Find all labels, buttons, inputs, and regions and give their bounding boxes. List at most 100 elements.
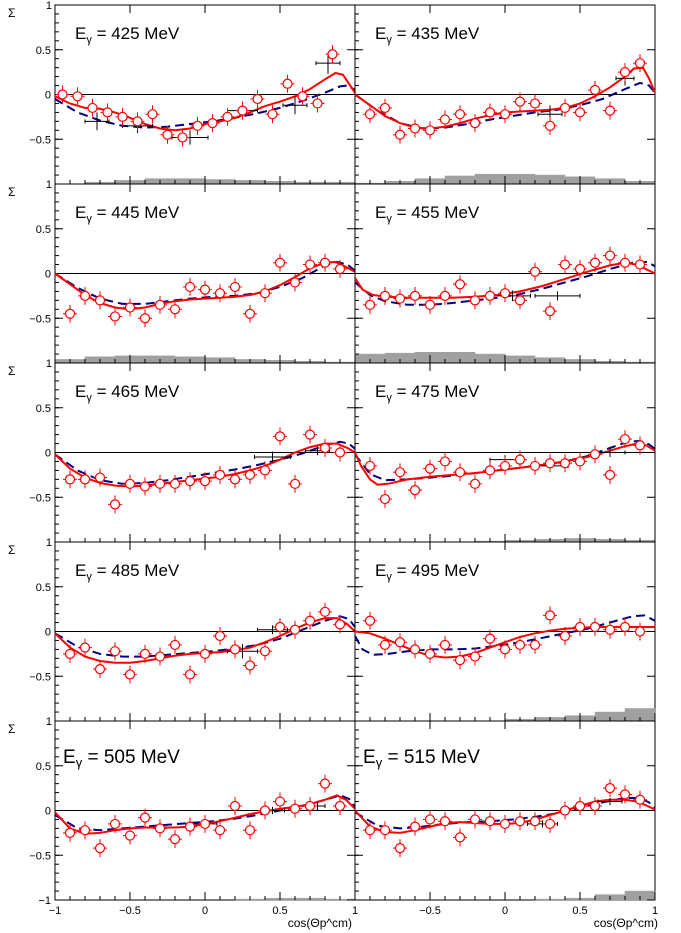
data-marker bbox=[409, 290, 421, 301]
data-marker bbox=[109, 499, 121, 510]
data-point bbox=[153, 647, 167, 666]
data-point bbox=[55, 85, 70, 104]
data-point bbox=[573, 260, 587, 279]
data-marker bbox=[154, 478, 166, 489]
data-point bbox=[168, 300, 182, 319]
data-point bbox=[78, 638, 92, 657]
y-tick-label: 0.5 bbox=[36, 224, 51, 236]
data-marker bbox=[454, 832, 466, 843]
data-marker bbox=[109, 646, 121, 657]
data-point bbox=[603, 101, 617, 120]
data-marker bbox=[94, 663, 106, 675]
data-point bbox=[423, 121, 437, 140]
data-marker bbox=[214, 825, 226, 836]
data-marker bbox=[334, 800, 346, 812]
data-marker bbox=[87, 102, 98, 114]
data-point bbox=[130, 112, 145, 131]
data-point bbox=[573, 618, 587, 637]
y-axis-title: Σ bbox=[8, 543, 15, 557]
data-point bbox=[543, 454, 557, 473]
data-point bbox=[198, 814, 212, 833]
data-point bbox=[318, 774, 332, 793]
data-marker bbox=[409, 821, 421, 832]
data-point bbox=[633, 790, 647, 809]
panel-6: Eγ = 475 MeV bbox=[354, 362, 656, 543]
data-marker bbox=[589, 621, 601, 633]
y-tick-label: −0.5 bbox=[29, 492, 51, 504]
data-marker bbox=[184, 669, 196, 680]
data-point bbox=[258, 801, 272, 820]
data-point bbox=[588, 81, 602, 100]
data-point bbox=[498, 640, 512, 659]
data-point bbox=[438, 812, 452, 831]
data-marker bbox=[544, 120, 556, 131]
data-marker bbox=[529, 816, 541, 827]
data-marker bbox=[124, 302, 136, 313]
data-marker bbox=[214, 630, 226, 642]
data-point bbox=[85, 98, 100, 117]
data-point bbox=[115, 107, 130, 126]
data-point bbox=[333, 260, 347, 279]
data-point bbox=[378, 286, 392, 305]
data-marker bbox=[484, 107, 496, 118]
data-point bbox=[243, 465, 257, 484]
chart-panels: 0.5 0 −0.5 1 Σ Eγ = 425 MeV Eγ = 435 MeV 0.5 0 −0… bbox=[8, 0, 656, 907]
data-marker bbox=[154, 823, 166, 834]
data-marker bbox=[514, 454, 526, 465]
data-marker bbox=[574, 263, 586, 275]
data-marker bbox=[619, 621, 631, 633]
data-point bbox=[318, 253, 332, 272]
data-point bbox=[273, 792, 287, 811]
data-point bbox=[498, 814, 512, 833]
data-marker bbox=[169, 478, 181, 489]
data-point bbox=[333, 443, 347, 462]
data-point bbox=[513, 450, 527, 469]
y-tick-label-top: 1 bbox=[46, 0, 52, 12]
data-marker bbox=[154, 651, 166, 662]
data-point bbox=[438, 110, 452, 129]
data-point bbox=[558, 255, 572, 274]
data-point bbox=[273, 427, 287, 446]
data-point bbox=[168, 474, 182, 493]
data-marker bbox=[319, 778, 331, 789]
data-marker bbox=[177, 132, 188, 143]
data-point bbox=[468, 474, 482, 493]
data-marker bbox=[574, 800, 586, 812]
panel-4: Eγ = 455 MeV bbox=[354, 183, 656, 364]
data-point bbox=[483, 812, 497, 831]
y-tick-label: −0.5 bbox=[29, 134, 51, 146]
data-point bbox=[243, 821, 257, 840]
data-point bbox=[528, 812, 542, 831]
data-marker bbox=[289, 624, 301, 635]
data-marker bbox=[559, 259, 571, 270]
data-marker bbox=[364, 615, 376, 626]
data-marker bbox=[604, 250, 616, 261]
data-marker bbox=[589, 449, 601, 460]
data-marker bbox=[544, 305, 556, 317]
data-marker bbox=[139, 481, 151, 492]
data-point bbox=[453, 105, 467, 124]
data-marker bbox=[364, 460, 376, 472]
data-point bbox=[543, 606, 557, 625]
data-point bbox=[288, 474, 302, 493]
data-point bbox=[393, 633, 407, 652]
data-marker bbox=[424, 814, 436, 825]
data-marker bbox=[274, 431, 286, 442]
data-point bbox=[423, 295, 437, 314]
data-marker bbox=[199, 648, 211, 659]
data-marker bbox=[259, 465, 271, 476]
data-point bbox=[633, 436, 647, 455]
panel-1: 0.5 0 −0.5 1 Σ Eγ = 425 MeV bbox=[8, 0, 356, 185]
data-point bbox=[618, 63, 632, 82]
data-point bbox=[588, 445, 602, 464]
data-point bbox=[393, 839, 407, 858]
data-marker bbox=[214, 288, 226, 299]
data-marker bbox=[379, 493, 391, 505]
data-marker bbox=[574, 107, 586, 118]
data-marker bbox=[289, 478, 301, 489]
data-point bbox=[288, 620, 302, 639]
y-tick-label: 0.5 bbox=[36, 403, 51, 415]
data-marker bbox=[124, 830, 136, 841]
data-marker bbox=[559, 630, 571, 642]
data-point bbox=[250, 89, 265, 108]
